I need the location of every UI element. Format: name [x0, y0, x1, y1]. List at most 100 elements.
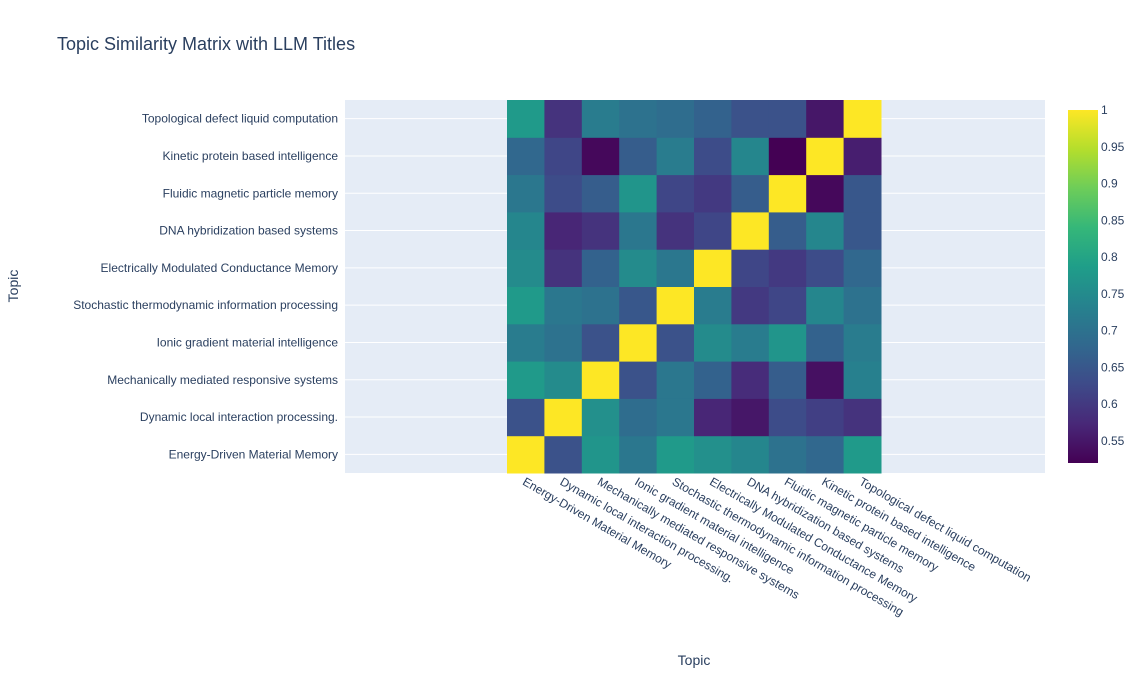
y-tick-label: Fluidic magnetic particle memory: [163, 186, 338, 200]
y-axis-title: Topic: [5, 270, 21, 303]
heatmap-cell: [581, 137, 620, 176]
heatmap-cell: [843, 137, 882, 176]
heatmap-cell: [581, 398, 620, 437]
y-tick-label: Ionic gradient material intelligence: [157, 336, 339, 350]
y-tick-label: Electrically Modulated Conductance Memor…: [101, 261, 338, 275]
heatmap-cell: [731, 286, 770, 325]
heatmap-cell: [507, 137, 545, 176]
heatmap-cell: [694, 398, 732, 437]
heatmap-cell: [619, 286, 658, 325]
y-tick-label: Energy-Driven Material Memory: [169, 447, 338, 461]
heatmap-cell: [619, 211, 658, 250]
colorbar-tick-labels: 0.55 0.6 0.65 0.7 0.75 0.8 0.85 0.9 0.95 1: [1101, 103, 1125, 448]
colorbar-tick-label: 1: [1101, 103, 1108, 117]
heatmap-cell: [544, 100, 583, 138]
heatmap-cell: [656, 249, 695, 287]
colorbar-tick-label: 0.9: [1101, 177, 1118, 191]
heatmap-cell: [694, 249, 732, 287]
y-tick-label: Dynamic local interaction processing.: [140, 410, 338, 424]
heatmap-cell: [619, 435, 658, 474]
heatmap-cell: [581, 249, 620, 287]
heatmap-cell: [806, 137, 845, 176]
heatmap-cell: [768, 361, 807, 399]
heatmap-cell: [843, 100, 882, 138]
colorbar-tick-label: 0.85: [1101, 213, 1125, 227]
heatmap-cell: [694, 361, 732, 399]
heatmap-cell: [581, 174, 620, 213]
y-tick-labels: Energy-Driven Material Memory Dynamic loc…: [73, 112, 338, 462]
heatmap-cell: [507, 286, 545, 325]
heatmap-cell: [507, 174, 545, 213]
heatmap-cell: [806, 174, 845, 213]
heatmap-cell: [731, 174, 770, 213]
heatmap-cell: [768, 249, 807, 287]
heatmap-cell: [619, 100, 658, 138]
heatmap-cell: [656, 174, 695, 213]
heatmap-cell: [843, 361, 882, 399]
heatmap-cell: [768, 398, 807, 437]
heatmap-cell: [843, 174, 882, 213]
heatmap-cell: [694, 137, 732, 176]
heatmap-cell: [656, 137, 695, 176]
heatmap-cell: [806, 361, 845, 399]
heatmap-cell: [731, 100, 770, 138]
heatmap-cell: [694, 435, 732, 474]
heatmap-cell: [768, 174, 807, 213]
heatmap-cell: [694, 100, 732, 138]
heatmap-cell: [843, 249, 882, 287]
heatmap-cell: [544, 249, 583, 287]
heatmap-cell: [694, 286, 732, 325]
heatmap-cell: [694, 323, 732, 362]
heatmap-cell: [656, 211, 695, 250]
x-axis-title: Topic: [678, 652, 711, 668]
colorbar: [1068, 110, 1098, 463]
y-tick-label: Topological defect liquid computation: [142, 112, 338, 126]
heatmap-cell: [731, 323, 770, 362]
heatmap-cell: [731, 398, 770, 437]
heatmap-cell: [581, 435, 620, 474]
heatmap-cell: [544, 435, 583, 474]
heatmap-cell: [694, 211, 732, 250]
heatmap-cell: [768, 286, 807, 325]
colorbar-tick-label: 0.65: [1101, 360, 1125, 374]
heatmap-cell: [544, 286, 583, 325]
heatmap-cell: [806, 211, 845, 250]
heatmap-cell: [544, 174, 583, 213]
heatmap-cell: [843, 211, 882, 250]
heatmap-cell: [806, 100, 845, 138]
heatmap-cell: [619, 249, 658, 287]
heatmap-cell: [507, 100, 545, 138]
colorbar-tick-label: 0.75: [1101, 287, 1125, 301]
heatmap-cell: [581, 100, 620, 138]
heatmap-cell: [731, 361, 770, 399]
y-tick-label: Stochastic thermodynamic information pro…: [73, 298, 338, 312]
heatmap-cell: [544, 398, 583, 437]
heatmap-cell: [843, 286, 882, 325]
heatmap-cell: [656, 435, 695, 474]
heatmap-cell: [507, 323, 545, 362]
heatmap-cell: [507, 249, 545, 287]
heatmap-cell: [806, 398, 845, 437]
heatmap-cell: [507, 435, 545, 474]
heatmap-cell: [544, 361, 583, 399]
heatmap-cell: [731, 435, 770, 474]
heatmap-cell: [619, 361, 658, 399]
heatmap-cell: [768, 137, 807, 176]
colorbar-tick-label: 0.8: [1101, 250, 1118, 264]
heatmap-cell: [656, 323, 695, 362]
heatmap-cell: [544, 211, 583, 250]
heatmap-cell: [619, 398, 658, 437]
heatmap-cells: [507, 100, 882, 474]
heatmap-cell: [619, 174, 658, 213]
heatmap-cell: [507, 211, 545, 250]
y-tick-label: Mechanically mediated responsive systems: [107, 373, 338, 387]
heatmap-cell: [768, 323, 807, 362]
heatmap-cell: [581, 286, 620, 325]
heatmap-cell: [843, 323, 882, 362]
heatmap-cell: [694, 174, 732, 213]
heatmap-cell: [656, 286, 695, 325]
heatmap-cell: [731, 137, 770, 176]
heatmap-cell: [507, 361, 545, 399]
